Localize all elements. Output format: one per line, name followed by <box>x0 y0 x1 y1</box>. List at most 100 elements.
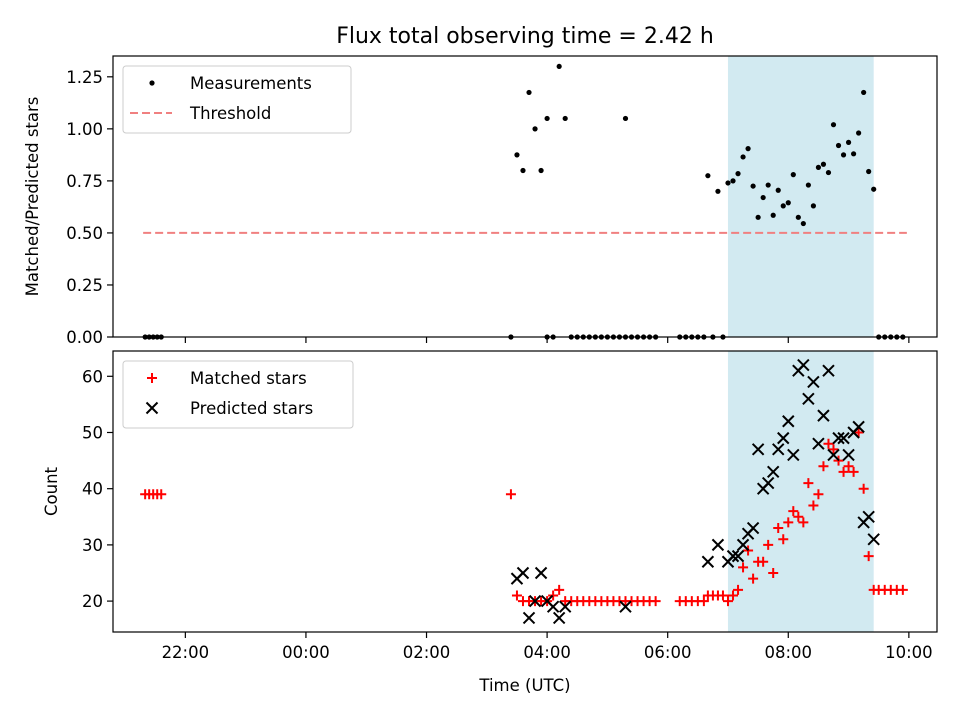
measurement-point-42 <box>730 178 736 184</box>
predicted-point-23 <box>777 431 790 445</box>
matched-point-29 <box>650 596 661 607</box>
y-tick-label-3: 50 <box>82 423 103 442</box>
measurement-point-39 <box>715 188 721 194</box>
matched-point-53 <box>793 511 804 522</box>
legend-box <box>122 360 354 429</box>
y-tick-label-2: 40 <box>82 480 103 499</box>
matched-point-64 <box>848 466 859 477</box>
measurement-point-45 <box>745 146 751 152</box>
matched-point-46 <box>758 556 769 567</box>
measurement-point-62 <box>830 122 837 128</box>
matched-point-48 <box>768 567 779 578</box>
measurement-point-65 <box>845 139 852 145</box>
y-tick-label-5: 1.25 <box>66 68 103 87</box>
predicted-point-27 <box>797 358 810 372</box>
predicted-point-3 <box>528 594 542 608</box>
matched-point-38 <box>717 590 728 601</box>
matched-point-65 <box>853 427 864 438</box>
measurement-point-50 <box>770 212 776 218</box>
predicted-point-33 <box>827 448 840 462</box>
matched-point-13 <box>554 584 565 595</box>
matched-point-34 <box>698 596 709 607</box>
measurement-point-6 <box>514 152 520 158</box>
predicted-point-25 <box>787 448 800 462</box>
measurement-point-9 <box>532 126 538 132</box>
predicted-point-18 <box>751 443 765 456</box>
predicted-point-35 <box>837 431 850 445</box>
measurement-point-47 <box>755 214 761 220</box>
legend-label-0: Matched stars <box>190 369 307 388</box>
y-tick-label-1: 0.25 <box>66 276 103 295</box>
predicted-point-9 <box>619 600 632 613</box>
legend: Matched stars Predicted stars <box>122 360 354 429</box>
matched-point-40 <box>728 590 739 601</box>
matched-point-51 <box>783 517 794 528</box>
measurement-point-10 <box>538 167 544 174</box>
measurement-point-57 <box>805 182 811 188</box>
x-axis-label: Time (UTC) <box>478 676 570 695</box>
count-panel: 20 30 40 50 60 22:00 00:00 02:00 04:00 06:00 08:00… <box>42 350 938 695</box>
measurement-point-51 <box>775 187 781 193</box>
measurement-point-46 <box>750 183 756 189</box>
matched-point-44 <box>748 573 759 584</box>
legend-label-0: Measurements <box>190 74 312 93</box>
matched-point-12 <box>548 590 559 601</box>
predicted-point-17 <box>746 521 760 535</box>
predicted-point-2 <box>522 611 536 625</box>
x-tick-label-0: 22:00 <box>162 643 210 662</box>
x-tick-label-1: 00:00 <box>282 643 330 662</box>
measurement-point-68 <box>861 89 867 96</box>
measurement-point-61 <box>825 169 832 176</box>
measurement-point-14 <box>556 63 562 70</box>
legend-marker-1 <box>145 401 159 415</box>
predicted-point-4 <box>534 566 548 580</box>
matched-point-39 <box>722 596 733 607</box>
matched-point-73 <box>897 584 908 595</box>
y-axis-label: Matched/Predicted stars <box>23 97 42 297</box>
measurement-point-8 <box>526 89 532 96</box>
predicted-point-8 <box>558 600 572 613</box>
legend-marker-0 <box>149 80 155 86</box>
matched-point-50 <box>778 534 789 545</box>
legend-label-1: Threshold <box>189 104 271 123</box>
predicted-point-10 <box>701 555 715 568</box>
predicted-point-20 <box>761 476 775 490</box>
predicted-point-13 <box>726 549 740 563</box>
measurement-point-43 <box>735 171 741 177</box>
matched-point-67 <box>863 551 874 562</box>
predicted-point-21 <box>766 465 780 479</box>
measurement-point-7 <box>520 167 526 174</box>
measurement-point-63 <box>835 142 842 149</box>
highlight-span <box>727 351 874 632</box>
measurement-point-70 <box>871 186 877 192</box>
x-tick-label-4: 06:00 <box>644 643 692 662</box>
predicted-point-15 <box>736 538 750 552</box>
predicted-point-34 <box>832 431 845 445</box>
measurement-point-54 <box>790 172 796 178</box>
measurement-point-49 <box>765 182 771 188</box>
predicted-point-28 <box>802 392 815 405</box>
y-tick-label-0: 0.00 <box>66 328 103 347</box>
predicted-point-32 <box>822 364 835 377</box>
matched-point-54 <box>798 517 809 528</box>
measurement-point-52 <box>780 203 786 209</box>
measurement-point-44 <box>740 154 746 160</box>
predicted-point-36 <box>842 448 855 462</box>
matched-point-49 <box>773 523 784 534</box>
y-axis-label: Count <box>42 466 61 516</box>
matched-point-63 <box>843 461 854 472</box>
measurement-point-58 <box>810 203 817 209</box>
measurement-point-66 <box>850 151 857 157</box>
predicted-point-6 <box>546 600 560 613</box>
matched-point-57 <box>813 489 824 500</box>
highlight-span <box>727 56 874 337</box>
y-tick-label-2: 0.50 <box>66 224 103 243</box>
y-tick-label-4: 60 <box>82 367 103 386</box>
matched-point-6 <box>511 590 522 601</box>
predicted-point-7 <box>552 611 566 625</box>
measurement-point-59 <box>815 164 822 170</box>
y-tick-label-1: 30 <box>82 536 103 555</box>
y-tick-label-0: 20 <box>82 592 103 611</box>
x-tick-label-6: 10:00 <box>885 643 933 662</box>
